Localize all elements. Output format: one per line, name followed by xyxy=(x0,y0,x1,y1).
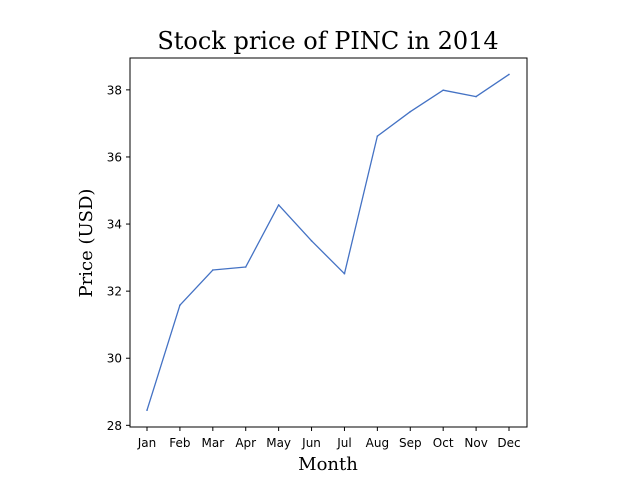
x-tick-label: Jul xyxy=(336,436,351,450)
x-tick-label: Dec xyxy=(497,436,520,450)
x-tick-label: Aug xyxy=(366,436,389,450)
data-point xyxy=(310,240,313,242)
x-tick-label: Apr xyxy=(235,436,256,450)
y-tick-label: 30 xyxy=(107,352,122,366)
data-point xyxy=(179,304,181,307)
data-point xyxy=(146,409,148,412)
data-point xyxy=(343,272,346,275)
y-tick-label: 36 xyxy=(107,150,122,164)
y-tick-label: 34 xyxy=(107,218,122,232)
data-point xyxy=(212,269,214,271)
y-axis-ticks: 28 30 32 34 36 38 xyxy=(107,83,130,433)
y-axis-label: Price (USD) xyxy=(76,189,97,298)
x-tick-label: May xyxy=(266,436,291,450)
series-line xyxy=(146,73,510,411)
y-tick-label: 32 xyxy=(107,285,122,299)
data-point xyxy=(409,110,412,113)
data-point xyxy=(442,89,444,92)
x-tick-label: Jan xyxy=(137,436,157,450)
x-axis-label: Month xyxy=(298,454,358,475)
x-tick-label: Oct xyxy=(433,436,454,450)
x-tick-label: Jun xyxy=(301,436,321,450)
data-point xyxy=(508,73,510,76)
plot-area xyxy=(129,57,528,428)
data-point xyxy=(244,266,247,268)
plot-frame xyxy=(129,57,528,428)
data-point xyxy=(475,95,477,98)
data-point xyxy=(277,204,280,206)
chart-title: Stock price of PINC in 2014 xyxy=(157,27,498,55)
x-tick-label: Feb xyxy=(169,436,190,450)
data-point xyxy=(376,135,379,137)
series-layer xyxy=(146,73,510,412)
y-tick-label: 28 xyxy=(107,419,122,433)
x-tick-label: Sep xyxy=(399,436,422,450)
x-tick-label: Nov xyxy=(464,436,487,450)
x-axis-ticks: Jan Feb Mar Apr May Jun Jul Aug Sep Oct Nov Dec xyxy=(137,427,521,450)
y-tick-label: 38 xyxy=(107,83,122,97)
x-tick-label: Mar xyxy=(201,436,224,450)
